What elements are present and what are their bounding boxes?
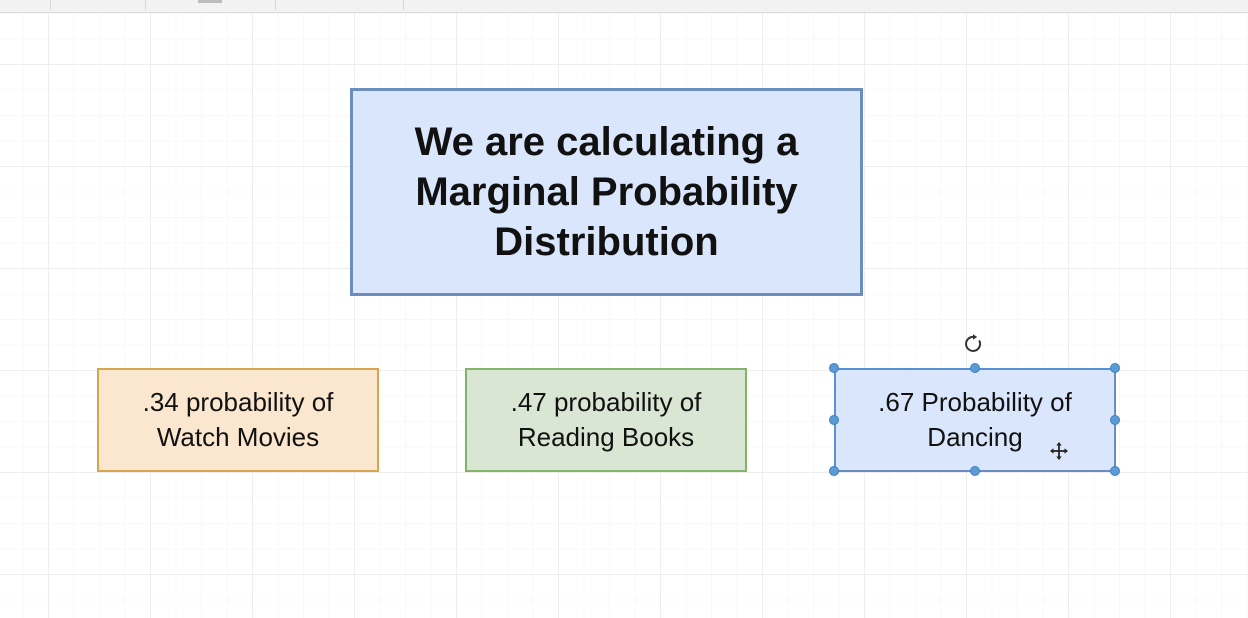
toolbar-strip <box>0 0 1248 13</box>
toolbar-separator <box>50 0 51 10</box>
watch-movies-text: .34 probability of Watch Movies <box>142 387 334 452</box>
reading-books-text: .47 probability of Reading Books <box>510 387 702 452</box>
dancing-text: .67 Probability of Dancing <box>878 387 1072 452</box>
toolbar-separator <box>145 0 146 10</box>
resize-handle-top-left[interactable] <box>829 363 839 373</box>
toolbar-separator <box>275 0 276 10</box>
reading-books-box[interactable]: .47 probability of Reading Books <box>465 368 747 472</box>
dancing-box[interactable]: .67 Probability of Dancing <box>834 368 1116 472</box>
rotate-icon[interactable] <box>963 333 985 355</box>
resize-handle-bottom-right[interactable] <box>1110 466 1120 476</box>
resize-handle-bottom-left[interactable] <box>829 466 839 476</box>
resize-handle-right[interactable] <box>1110 415 1120 425</box>
resize-handle-bottom[interactable] <box>970 466 980 476</box>
move-cursor-icon <box>1049 441 1069 461</box>
watch-movies-box[interactable]: .34 probability of Watch Movies <box>97 368 379 472</box>
toolbar-separator <box>403 0 404 10</box>
resize-handle-top[interactable] <box>970 363 980 373</box>
resize-handle-top-right[interactable] <box>1110 363 1120 373</box>
title-box[interactable]: We are calculating a Marginal Probabilit… <box>350 88 863 296</box>
title-box-text: We are calculating a Marginal Probabilit… <box>414 120 799 264</box>
toolbar-button[interactable] <box>198 0 222 3</box>
resize-handle-left[interactable] <box>829 415 839 425</box>
